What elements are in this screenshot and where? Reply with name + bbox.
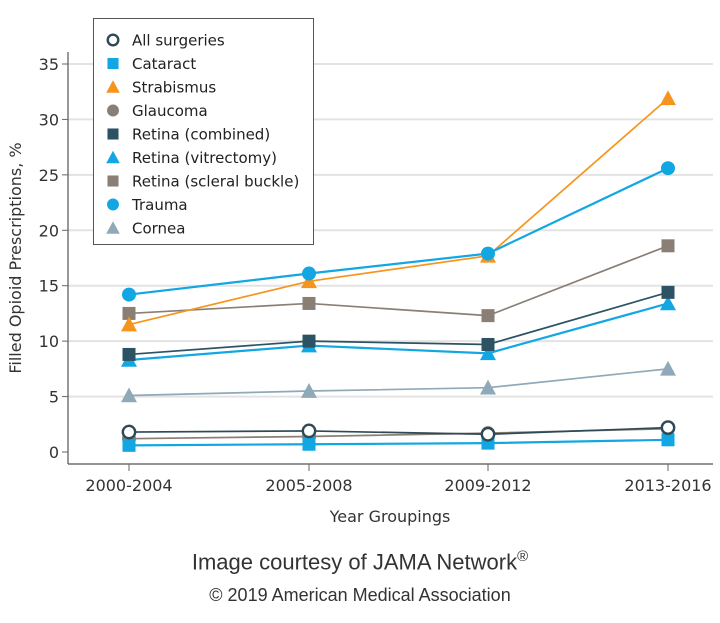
credit-line-1: Image courtesy of JAMA Network® [0,548,720,575]
y-tick-label: 30 [39,110,59,129]
legend-label: Retina (vitrectomy) [132,149,277,167]
data-point [661,239,675,253]
data-point [302,296,316,310]
legend-label: Cornea [132,220,185,238]
credit-line-2: © 2019 American Medical Association [209,585,511,605]
series-all-surgeries [121,420,676,442]
data-point [122,347,136,361]
series-cataract [122,433,675,452]
legend-marker [106,33,120,47]
legend-item: Cataract [107,55,196,73]
data-point [301,423,317,439]
series-retina-combined [122,285,675,361]
y-tick-label: 15 [39,277,59,296]
x-tick-label: 2005-2008 [265,476,352,495]
data-point [122,287,136,302]
legend-label: Retina (scleral buckle) [132,173,299,191]
series-retina-scleral-buckle [122,239,675,323]
data-point [302,334,316,348]
data-point [302,437,316,451]
y-tick-label: 25 [39,166,59,185]
axes [67,52,713,465]
x-axis-ticks: 2000-2004 2005-2008 2009-2012 2013-2016 [85,464,712,495]
x-axis-title: Year Groupings [329,507,451,526]
legend-label: Cataract [132,55,196,73]
series-line [128,438,669,447]
series-line [128,245,669,317]
data-point [660,90,676,106]
y-tick-label: 5 [49,388,59,407]
legend-marker [106,80,120,93]
legend-item: All surgeries [106,32,225,50]
legend-item: Retina (combined) [107,126,270,144]
legend-marker [106,221,120,234]
legend-marker [107,175,119,187]
data-point [481,309,495,323]
series-line [128,368,669,397]
legend-item: Strabismus [106,79,216,97]
legend-label: Retina (combined) [132,126,270,144]
series-line [128,167,669,296]
x-tick-label: 2000-2004 [85,476,172,495]
data-point [661,285,675,299]
series-trauma [122,161,675,302]
data-point [660,360,676,376]
line-chart: 0 5 10 15 20 25 30 35 2000-2004 2005-2008 2009-20… [6,18,713,526]
series-line [128,302,669,362]
data-point [660,295,676,311]
legend-marker [107,198,119,211]
data-point [121,316,137,332]
legend-marker [107,104,119,117]
series-line [128,291,669,356]
data-point [481,246,495,261]
data-point [122,438,136,452]
legend-marker [107,128,119,140]
data-point [480,426,496,442]
data-point [661,161,675,176]
data-point [121,387,137,403]
legend-item: Retina (vitrectomy) [106,149,277,167]
data-point [660,420,676,436]
legend-item: Cornea [106,220,185,238]
legend-item: Retina (scleral buckle) [107,173,299,191]
y-axis-ticks: 0 5 10 15 20 25 30 35 [39,55,68,462]
y-tick-label: 35 [39,55,59,74]
credit-text: Image courtesy of JAMA Network [191,549,518,575]
series-line [128,426,669,436]
series-cornea [121,360,676,403]
x-tick-label: 2009-2012 [444,476,531,495]
data-point [481,337,495,351]
data-point [301,273,317,289]
y-tick-label: 20 [39,221,59,240]
data-point [302,266,316,281]
legend-marker [106,150,120,164]
y-tick-label: 0 [49,443,59,462]
series-line [128,97,669,326]
data-point [661,433,675,447]
data-point [301,383,317,398]
legend-item: Glaucoma [107,102,208,120]
y-tick-label: 10 [39,332,59,351]
legend-item: Trauma [107,196,188,214]
registered-mark: ® [517,548,529,565]
data-point [480,379,496,395]
data-point [480,345,496,361]
legend-marker [107,57,119,70]
legend-label: Strabismus [132,79,216,97]
data-point [121,424,137,440]
x-tick-label: 2013-2016 [624,476,711,495]
y-axis-title: Filled Opioid Prescriptions, % [6,142,25,373]
legend-label: Glaucoma [132,102,208,120]
legend: All surgeries Cataract Strabismus Glaucoma R… [93,18,314,245]
series-group [121,90,676,452]
legend-label: All surgeries [132,32,225,50]
legend-label: Trauma [131,196,188,214]
legend-box [93,18,314,245]
data-point [122,306,136,320]
